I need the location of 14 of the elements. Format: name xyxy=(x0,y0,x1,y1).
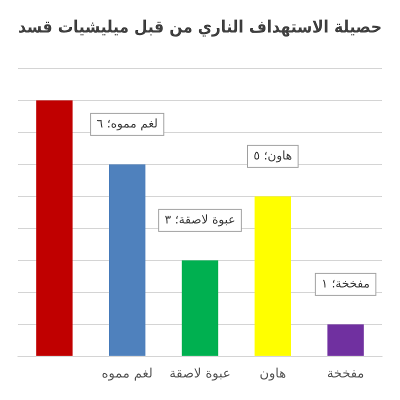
data-label: عبوة لاصقة؛ ٣ xyxy=(164,212,236,227)
chart-title: حصيلة الاستهداف الناري من قبل ميليشيات قسد xyxy=(18,16,382,37)
bar xyxy=(109,164,146,356)
bar xyxy=(36,100,73,356)
bar xyxy=(182,260,218,356)
bar xyxy=(254,196,291,356)
x-tick-label: مفخخة xyxy=(326,366,364,382)
x-tick-label: هاون xyxy=(259,366,286,382)
data-label: هاون؛ ٥ xyxy=(253,148,292,163)
bar xyxy=(327,324,364,356)
data-label: لغم مموه؛ ٦ xyxy=(96,116,158,131)
x-tick-label: لغم مموه xyxy=(102,366,153,382)
data-label: مفخخة؛ ١ xyxy=(321,276,370,291)
x-tick-label: عبوة لاصقة xyxy=(169,366,231,382)
